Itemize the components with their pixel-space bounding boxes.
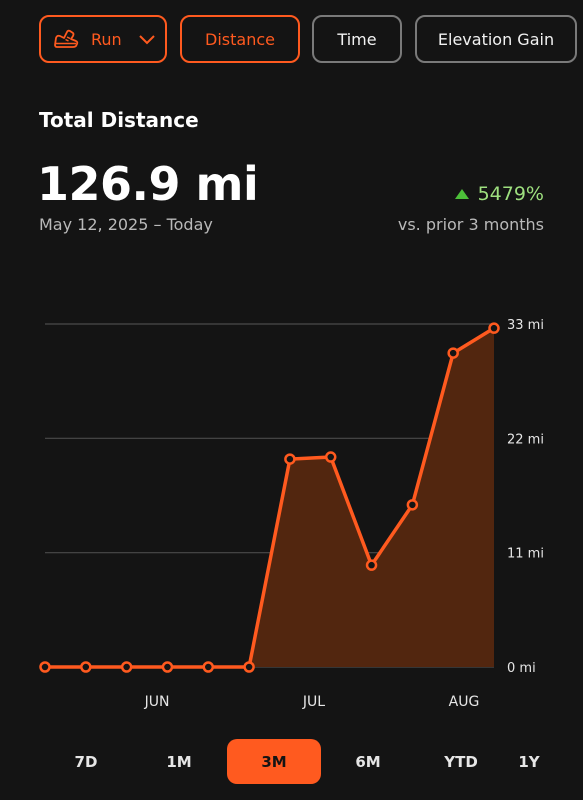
change-indicator: 5479%: [454, 183, 544, 205]
metric-title: Total Distance: [39, 108, 199, 132]
date-range: May 12, 2025 – Today: [39, 215, 213, 234]
y-tick-label: 22 mi: [507, 432, 544, 447]
y-tick-label: 0 mi: [507, 661, 536, 676]
y-tick-label: 11 mi: [507, 547, 544, 562]
data-point: [324, 451, 337, 463]
data-point: [365, 559, 378, 571]
total-value: 126.9 mi: [37, 157, 259, 211]
x-tick-label: AUG: [449, 694, 480, 710]
sport-dropdown[interactable]: Run: [39, 15, 167, 63]
chevron-down-icon: [138, 33, 156, 45]
data-point: [120, 661, 133, 673]
x-tick-label: JUN: [144, 694, 170, 710]
data-point: [39, 661, 51, 673]
range-tab-1y[interactable]: 1Y: [518, 752, 540, 771]
range-tab-ytd[interactable]: YTD: [444, 752, 478, 771]
range-tab-7d[interactable]: 7D: [74, 752, 98, 771]
metric-chip-time[interactable]: Time: [312, 15, 402, 63]
y-tick-label: 33 mi: [507, 318, 544, 333]
area-fill: [45, 328, 494, 667]
change-percent: 5479%: [477, 183, 544, 205]
time-range-tabs: 7D 1M 3M 6M YTD 1Y: [0, 739, 583, 784]
data-point: [80, 661, 92, 673]
series-line: [45, 326, 495, 669]
data-point: [284, 453, 296, 465]
range-tab-3m[interactable]: 3M: [227, 739, 321, 784]
x-tick-label: JUL: [302, 694, 325, 710]
running-shoe-icon: [53, 28, 79, 50]
metric-chip-distance[interactable]: Distance: [180, 15, 300, 63]
data-point: [406, 499, 419, 511]
compare-label: vs. prior 3 months: [397, 215, 544, 234]
range-tab-1m[interactable]: 1M: [166, 752, 192, 771]
data-point: [243, 661, 255, 673]
data-point: [447, 347, 459, 359]
trend-up-icon: [454, 189, 469, 199]
range-tab-6m[interactable]: 6M: [355, 752, 381, 771]
data-point: [488, 322, 500, 334]
distance-chart[interactable]: 0 mi 11 mi 22 mi 33 mi JUN JUL AUG: [0, 300, 583, 715]
metric-chip-elevation-gain[interactable]: Elevation Gain: [415, 15, 577, 63]
sport-label: Run: [91, 29, 122, 49]
data-point: [202, 661, 215, 673]
data-point: [161, 661, 174, 673]
